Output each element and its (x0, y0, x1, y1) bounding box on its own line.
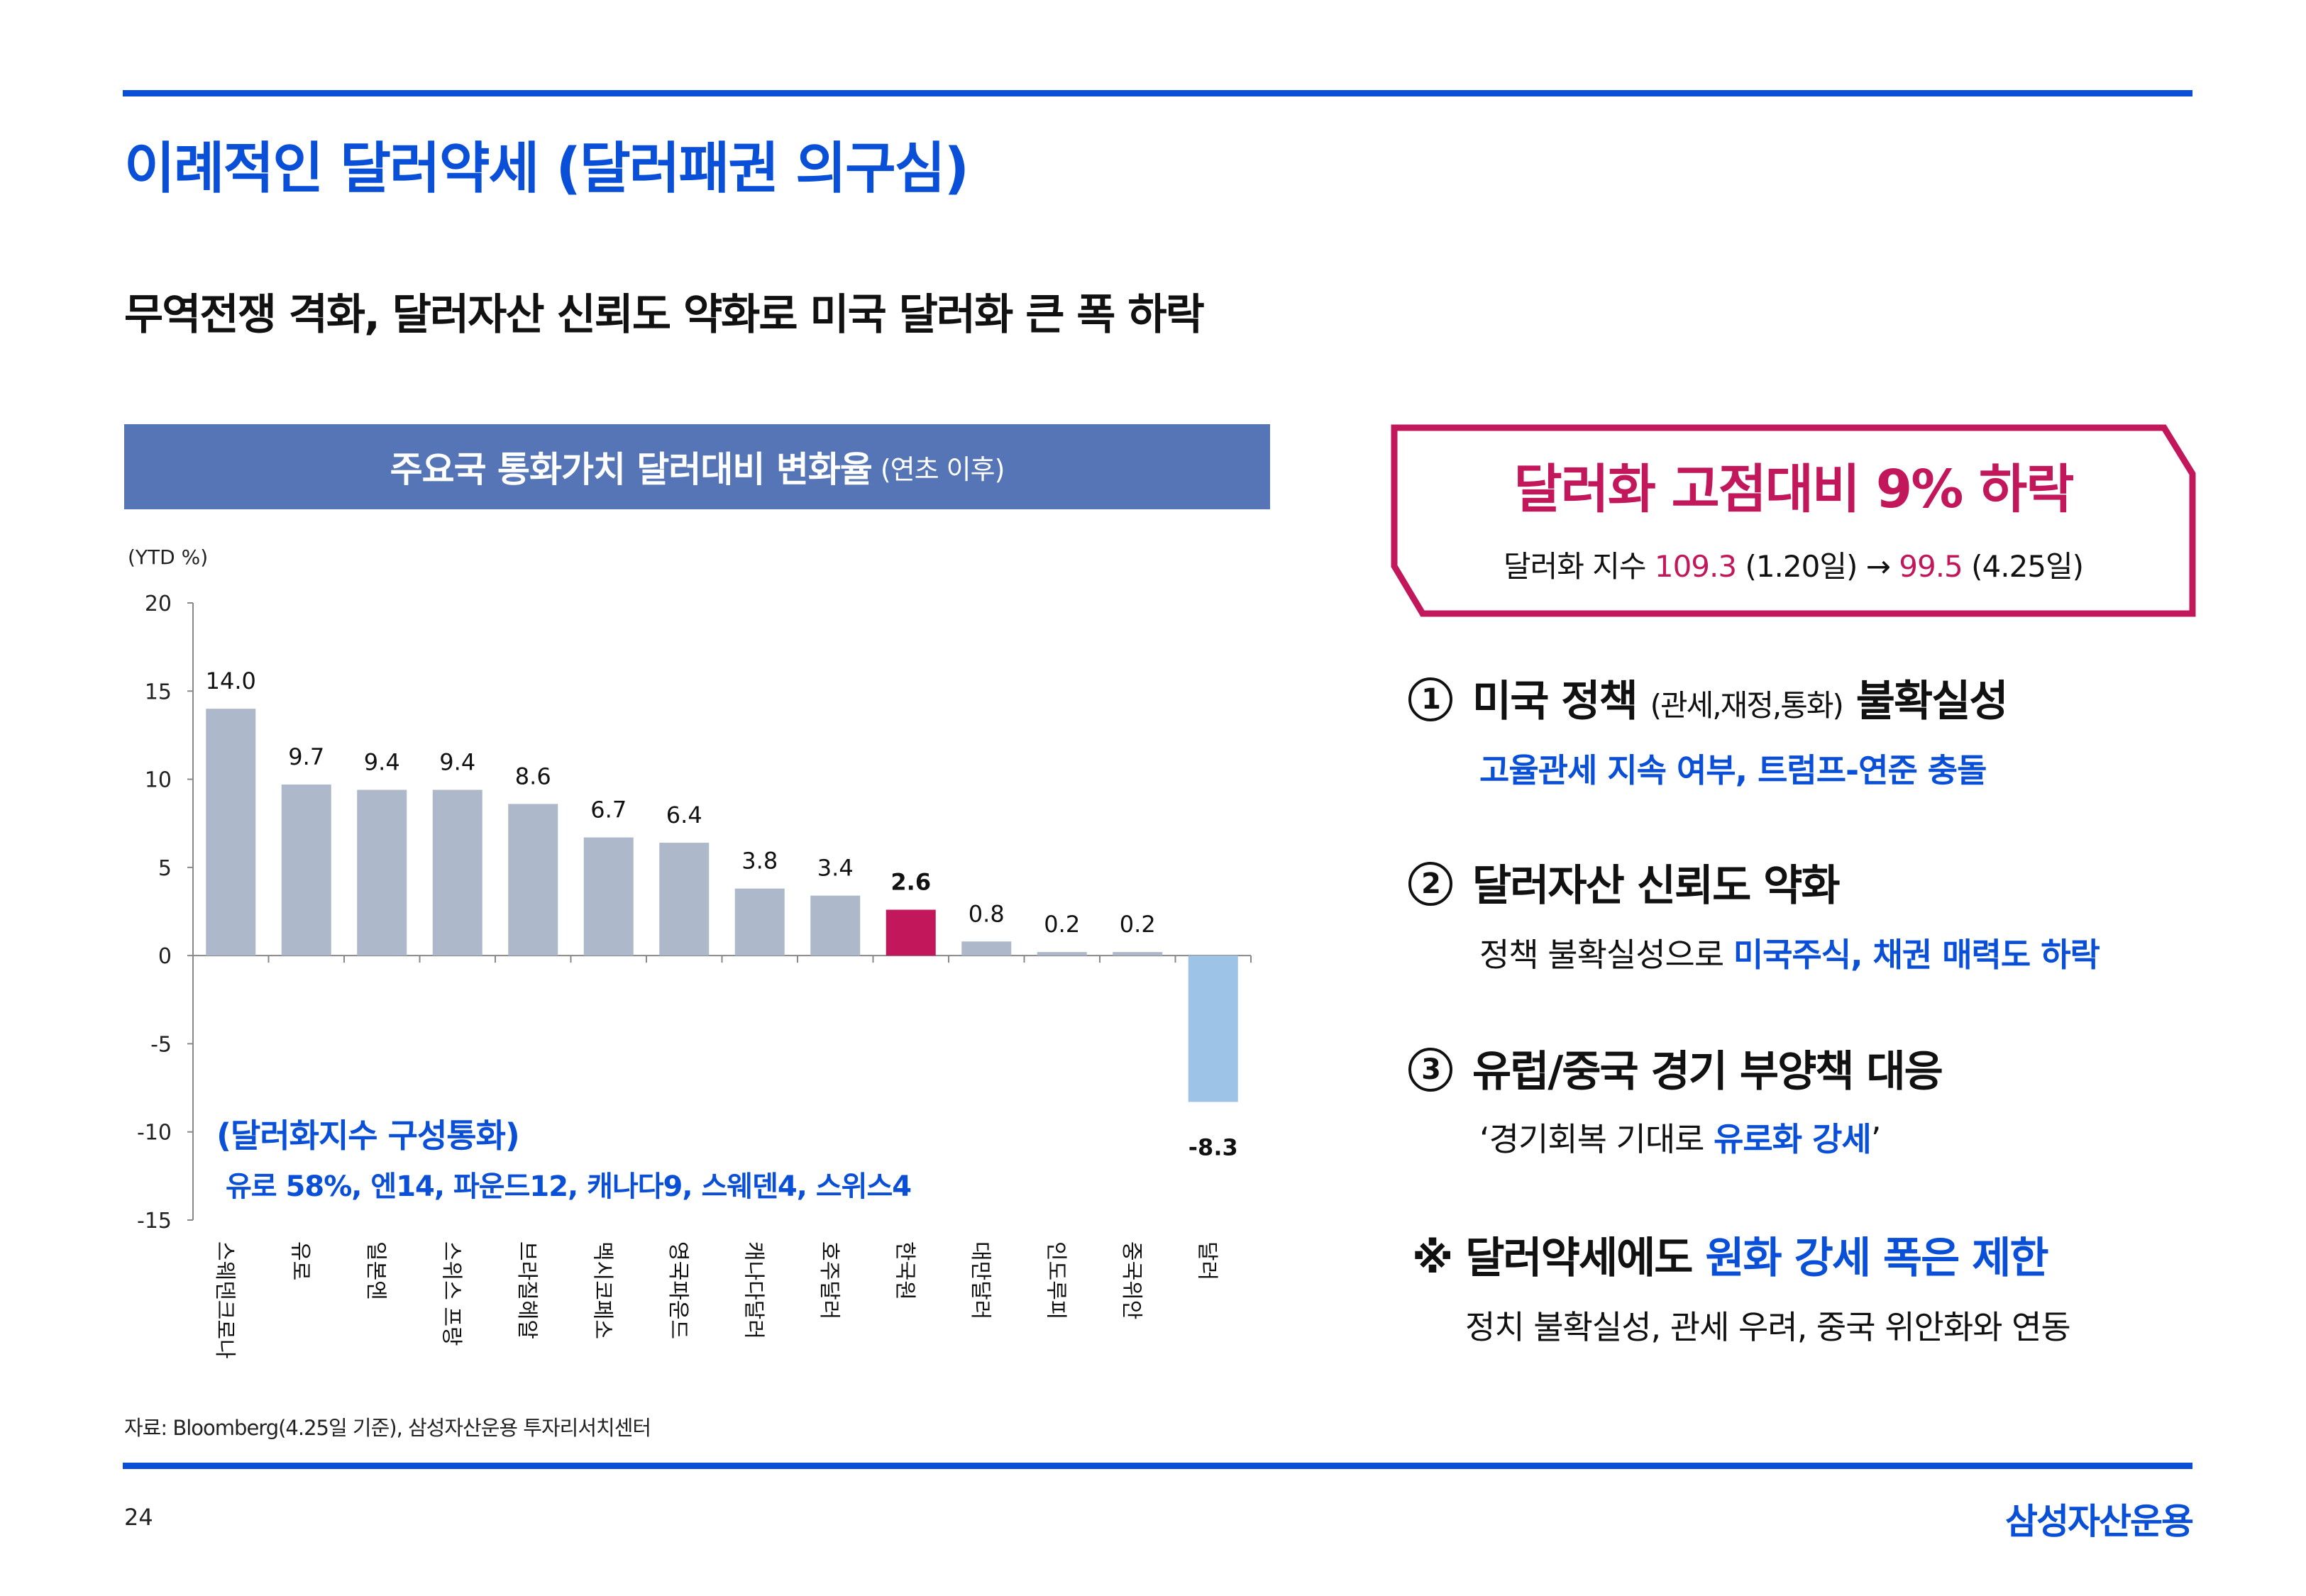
y-tick-label: 0 (158, 944, 172, 969)
chart-annotation-title: (달러화지수 구성통화) (216, 1116, 520, 1155)
circled-number-2-icon: 2 (1408, 862, 1452, 907)
y-tick-label: 15 (145, 680, 172, 704)
y-tick-label: 20 (145, 592, 172, 616)
data-label: -8.3 (1188, 1134, 1238, 1160)
data-label: 9.4 (364, 748, 400, 775)
category-label: 호주달러 (817, 1241, 842, 1319)
brand-logo: 삼성자산운용 (2005, 1501, 2194, 1542)
data-label: 8.6 (515, 763, 551, 789)
point-1-head-small: (관세,재정,통화) (1650, 688, 1844, 723)
reference-mark-icon: ※ (1412, 1234, 1453, 1283)
point-2-detail: 정책 불확실성으로 미국주식, 채권 매력도 하락 (1479, 929, 2100, 976)
category-label: 영국파운드 (666, 1241, 690, 1339)
bar (1037, 952, 1087, 956)
source-note: 자료: Bloomberg(4.25일 기준), 삼성자산운용 투자리서치센터 (124, 1416, 651, 1440)
point-3-detail: ‘경기회복 기대로 유로화 강세’ (1479, 1114, 1882, 1160)
callout-title: 달러화 고점대비 9% 하락 (1513, 459, 2075, 520)
bar (206, 709, 256, 956)
y-axis-label: (YTD %) (128, 545, 208, 569)
data-label: 6.7 (590, 797, 627, 824)
chart-data-labels: 14.0 9.7 9.4 9.4 8.6 6.7 6.4 3.8 3.4 2.6 0.8 0.2 0.2… (206, 667, 1238, 1160)
top-divider (123, 90, 2192, 96)
circled-number-3-icon: 3 (1408, 1048, 1452, 1092)
category-label: 스웨덴크로나 (212, 1241, 237, 1359)
data-label: 0.2 (1120, 911, 1156, 938)
callout-date-from: (1.20일) → (1736, 549, 1899, 584)
chart-header-subtitle: (연초 이후) (880, 453, 1005, 485)
note-head-plain: 달러약세에도 (1452, 1234, 1706, 1283)
chart-annotation-weights: 유로 58%, 엔14, 파운드12, 캐나다9, 스웨덴4, 스위스4 (226, 1170, 912, 1203)
note-heading: ※ 달러약세에도 원화 강세 폭은 제한 (1412, 1224, 2049, 1285)
y-tick-label: -5 (150, 1032, 172, 1057)
bottom-divider (123, 1463, 2192, 1469)
callout-value-from: 109.3 (1654, 549, 1737, 584)
point-1-head-a: 미국 정책 (1472, 677, 1650, 726)
bar-chart: (YTD %) 20 15 10 5 0 -5 -10 -15 14.0 9.7 9.4 9.4 8.… (128, 545, 1252, 1359)
note-detail: 정치 불확실성, 관세 우려, 중국 위안화와 연동 (1465, 1308, 2071, 1346)
category-label: 캐나다달러 (741, 1241, 766, 1339)
category-label: 스위스 프랑 (438, 1241, 463, 1346)
bar (432, 789, 482, 956)
category-label: 중국위안 (1119, 1241, 1144, 1319)
category-label: 일본엔 (363, 1241, 388, 1300)
data-label: 6.4 (666, 802, 702, 829)
page-number: 24 (124, 1504, 153, 1531)
bar (1113, 952, 1163, 956)
category-label: 대만달러 (968, 1241, 993, 1319)
callout-date-to: (4.25일) (1962, 549, 2084, 584)
circled-number-1-icon: 1 (1408, 677, 1452, 722)
point-3-head-a: 유럽/중국 경기 부양책 대응 (1472, 1047, 1943, 1097)
bar (357, 789, 407, 956)
chart-category-labels: 스웨덴크로나 유로 일본엔 스위스 프랑 브라질헤알 멕시코페소 영국파운드 캐나다달러 호주달… (212, 1241, 1220, 1359)
point-3-heading: 3 유럽/중국 경기 부양책 대응 (1408, 1037, 1943, 1099)
y-tick-label: 5 (158, 856, 172, 881)
category-label: 멕시코페소 (590, 1241, 614, 1339)
point-2-heading: 2 달러자산 신뢰도 약화 (1408, 851, 1841, 913)
point-1-detail: 고율관세 지속 여부, 트럼프-연준 충돌 (1479, 751, 1987, 789)
bar (810, 895, 861, 956)
callout-box-frame (1391, 424, 2196, 617)
data-label: 0.2 (1044, 911, 1080, 938)
data-label: 14.0 (206, 667, 256, 694)
bar (281, 785, 331, 956)
data-label: 3.8 (741, 848, 778, 875)
bar (583, 837, 634, 956)
data-label: 0.8 (969, 900, 1005, 927)
bar (886, 909, 936, 956)
y-tick-label: 10 (145, 768, 172, 793)
point-3-detail-end: ’ (1870, 1120, 1882, 1158)
data-label: 2.6 (890, 869, 931, 896)
point-3-detail-blue: 유로화 강세 (1714, 1120, 1872, 1158)
category-label: 한국원 (892, 1241, 917, 1300)
category-label: 인도루피 (1043, 1241, 1068, 1319)
bar (659, 843, 710, 956)
callout-subtitle: 달러화 지수 109.3 (1.20일) → 99.5 (4.25일) (1391, 543, 2196, 586)
page-title: 이례적인 달러약세 (달러패권 의구심) (124, 137, 969, 201)
point-2-detail-plain: 정책 불확실성으로 (1479, 936, 1733, 974)
point-1-heading: 1 미국 정책 (관세,재정,통화) 불확실성 (1408, 667, 2009, 728)
bar (961, 941, 1012, 956)
category-label: 달러 (1194, 1241, 1219, 1280)
y-tick-label: -10 (137, 1121, 172, 1146)
point-2-head-a: 달러자산 신뢰도 약화 (1472, 861, 1841, 911)
bar (1188, 955, 1238, 1102)
point-3-detail-plain: ‘경기회복 기대로 (1479, 1120, 1714, 1158)
chart-header: 주요국 통화가치 달러대비 변화율 (연초 이후) (124, 424, 1270, 509)
data-label: 9.7 (288, 743, 324, 770)
point-2-detail-blue: 미국주식, 채권 매력도 하락 (1733, 936, 2100, 974)
category-label: 유로 (287, 1241, 312, 1280)
callout-prefix: 달러화 지수 (1503, 549, 1655, 584)
y-tick-label: -15 (137, 1209, 172, 1234)
data-label: 9.4 (439, 748, 475, 775)
bar (508, 804, 558, 956)
category-label: 브라질헤알 (514, 1241, 539, 1339)
chart-header-title: 주요국 통화가치 달러대비 변화율 (390, 449, 873, 490)
chart-bars (206, 709, 1238, 1102)
page-subtitle: 무역전쟁 격화, 달러자산 신뢰도 약화로 미국 달러화 큰 폭 하락 (124, 290, 1205, 340)
bar (734, 888, 785, 956)
callout-value-to: 99.5 (1899, 549, 1963, 584)
note-head-blue: 원화 강세 폭은 제한 (1705, 1234, 2048, 1283)
point-1-head-b: 불확실성 (1842, 677, 2009, 726)
data-label: 3.4 (817, 855, 854, 882)
